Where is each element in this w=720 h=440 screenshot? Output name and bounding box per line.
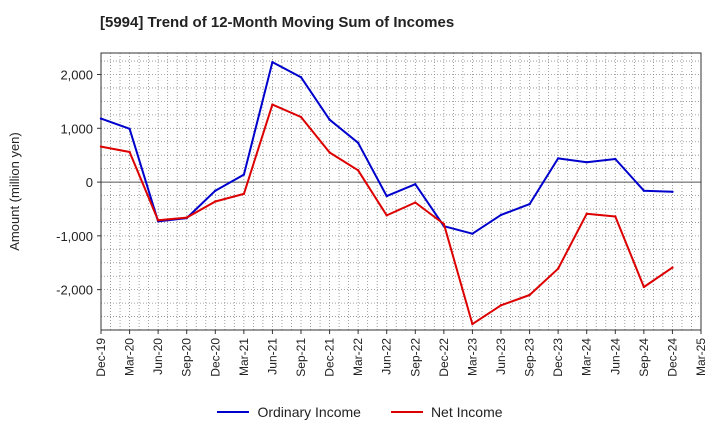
x-tick-label: Sep-20 [180,338,194,377]
chart-title: [5994] Trend of 12-Month Moving Sum of I… [100,14,455,31]
x-tick-label: Dec-20 [208,338,222,377]
legend-swatch-net-income [390,411,423,413]
x-tick-label: Mar-24 [580,338,594,376]
data-point-net-income [414,201,417,204]
y-tick-label: 2,000 [60,68,93,83]
y-tick-label: -2,000 [56,283,93,298]
data-point-net-income [214,200,217,203]
x-tick-label: Jun-20 [151,338,165,375]
data-point-net-income [442,222,446,226]
data-point-ordinary-income [528,202,531,206]
x-tick-label: Sep-23 [523,338,537,377]
x-tick-label: Sep-24 [637,338,651,377]
x-tick-label: Dec-24 [665,338,679,377]
x-tick-label: Sep-22 [408,338,422,377]
data-point-ordinary-income [414,183,417,186]
x-tick-label: Mar-22 [351,338,365,376]
legend-label-ordinary-income: Ordinary Income [257,404,361,420]
data-point-net-income [299,115,303,119]
data-point-ordinary-income [328,118,331,121]
x-tick-label: Jun-22 [380,338,394,375]
x-tick-label: Mar-25 [694,338,708,376]
legend-item-net-income: Net Income [390,404,503,420]
data-point-net-income [614,215,617,218]
data-point-ordinary-income [585,160,588,164]
data-point-ordinary-income [128,127,131,131]
data-point-net-income [499,304,503,307]
data-point-net-income [128,150,131,154]
data-point-ordinary-income [242,173,246,176]
data-point-net-income [356,169,360,172]
legend-swatch-ordinary-income [217,411,250,413]
y-tick-label: 1,000 [60,121,93,136]
data-point-ordinary-income [385,194,388,198]
x-tick-label: Jun-23 [494,338,508,375]
data-point-ordinary-income [271,60,274,64]
data-point-ordinary-income [556,157,560,160]
data-point-ordinary-income [471,232,474,235]
legend: Ordinary Income Net Income [0,404,720,420]
data-point-net-income [271,103,274,106]
data-point-ordinary-income [214,189,217,192]
x-tick-label: Dec-21 [323,338,337,377]
data-point-net-income [99,145,103,148]
x-tick-label: Sep-21 [294,338,308,377]
data-point-net-income [385,214,388,217]
x-tick-label: Mar-23 [465,338,479,376]
data-point-net-income [328,151,331,154]
data-point-ordinary-income [299,76,303,79]
data-point-net-income [185,216,188,219]
x-tick-label: Mar-21 [237,338,251,376]
x-tick-label: Dec-23 [551,338,565,377]
data-point-ordinary-income [99,117,103,120]
plot-area [100,52,702,331]
x-tick-label: Mar-20 [123,338,137,376]
data-point-net-income [242,192,246,196]
data-point-net-income [556,267,560,270]
y-tick-label: 0 [86,175,93,190]
data-point-net-income [585,212,588,216]
data-point-ordinary-income [642,189,646,192]
x-tick-label: Jun-24 [608,338,622,375]
data-point-ordinary-income [499,213,503,217]
data-point-net-income [642,285,646,289]
data-point-net-income [671,266,674,269]
y-axis-label: Amount (million yen) [7,132,22,251]
legend-label-net-income: Net Income [430,404,503,420]
data-point-ordinary-income [671,190,674,193]
legend-item-ordinary-income: Ordinary Income [217,404,361,420]
data-point-net-income [156,219,160,222]
data-point-ordinary-income [356,141,360,145]
data-point-net-income [471,322,474,326]
x-tick-label: Jun-21 [265,338,279,375]
data-point-ordinary-income [614,157,617,161]
data-point-net-income [528,293,531,297]
y-tick-label: -1,000 [56,229,93,244]
x-tick-label: Dec-19 [94,338,108,377]
x-tick-label: Dec-22 [437,338,451,377]
